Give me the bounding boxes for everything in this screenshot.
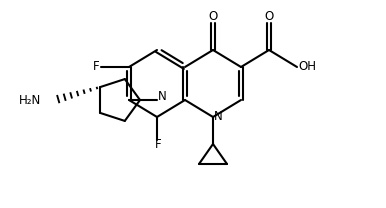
Text: O: O	[264, 10, 274, 24]
Text: N: N	[157, 89, 166, 103]
Text: F: F	[93, 61, 99, 73]
Text: N: N	[213, 110, 222, 124]
Text: OH: OH	[298, 61, 316, 73]
Text: H₂N: H₂N	[19, 94, 41, 106]
Text: O: O	[208, 10, 218, 24]
Text: F: F	[155, 139, 161, 151]
